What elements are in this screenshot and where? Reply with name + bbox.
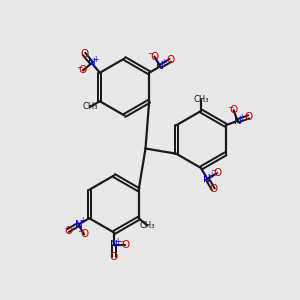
Text: N: N xyxy=(203,174,211,184)
Text: +: + xyxy=(92,55,98,64)
Text: O: O xyxy=(213,168,221,178)
Text: +: + xyxy=(114,237,121,246)
Text: −: − xyxy=(148,49,154,58)
Text: O: O xyxy=(110,252,118,262)
Text: +: + xyxy=(238,113,244,122)
Text: O: O xyxy=(121,240,130,250)
Text: CH₃: CH₃ xyxy=(82,103,98,112)
Text: O: O xyxy=(64,226,72,236)
Text: +: + xyxy=(79,216,85,226)
Text: −: − xyxy=(227,103,233,112)
Text: +: + xyxy=(160,58,167,68)
Text: N: N xyxy=(88,58,96,68)
Text: N: N xyxy=(74,220,82,230)
Text: O: O xyxy=(79,65,87,75)
Text: −: − xyxy=(77,227,84,236)
Text: O: O xyxy=(245,112,253,122)
Text: O: O xyxy=(167,56,175,65)
Text: −: − xyxy=(118,238,125,247)
Text: +: + xyxy=(208,171,214,180)
Text: O: O xyxy=(150,52,158,61)
Text: O: O xyxy=(80,230,88,239)
Text: CH₃: CH₃ xyxy=(193,95,209,104)
Text: −: − xyxy=(76,63,83,72)
Text: O: O xyxy=(209,184,218,194)
Text: N: N xyxy=(234,116,242,126)
Text: CH₃: CH₃ xyxy=(140,221,155,230)
Text: N: N xyxy=(110,240,118,250)
Text: N: N xyxy=(156,61,164,71)
Text: −: − xyxy=(210,166,217,175)
Text: O: O xyxy=(80,49,88,59)
Text: O: O xyxy=(230,105,238,115)
